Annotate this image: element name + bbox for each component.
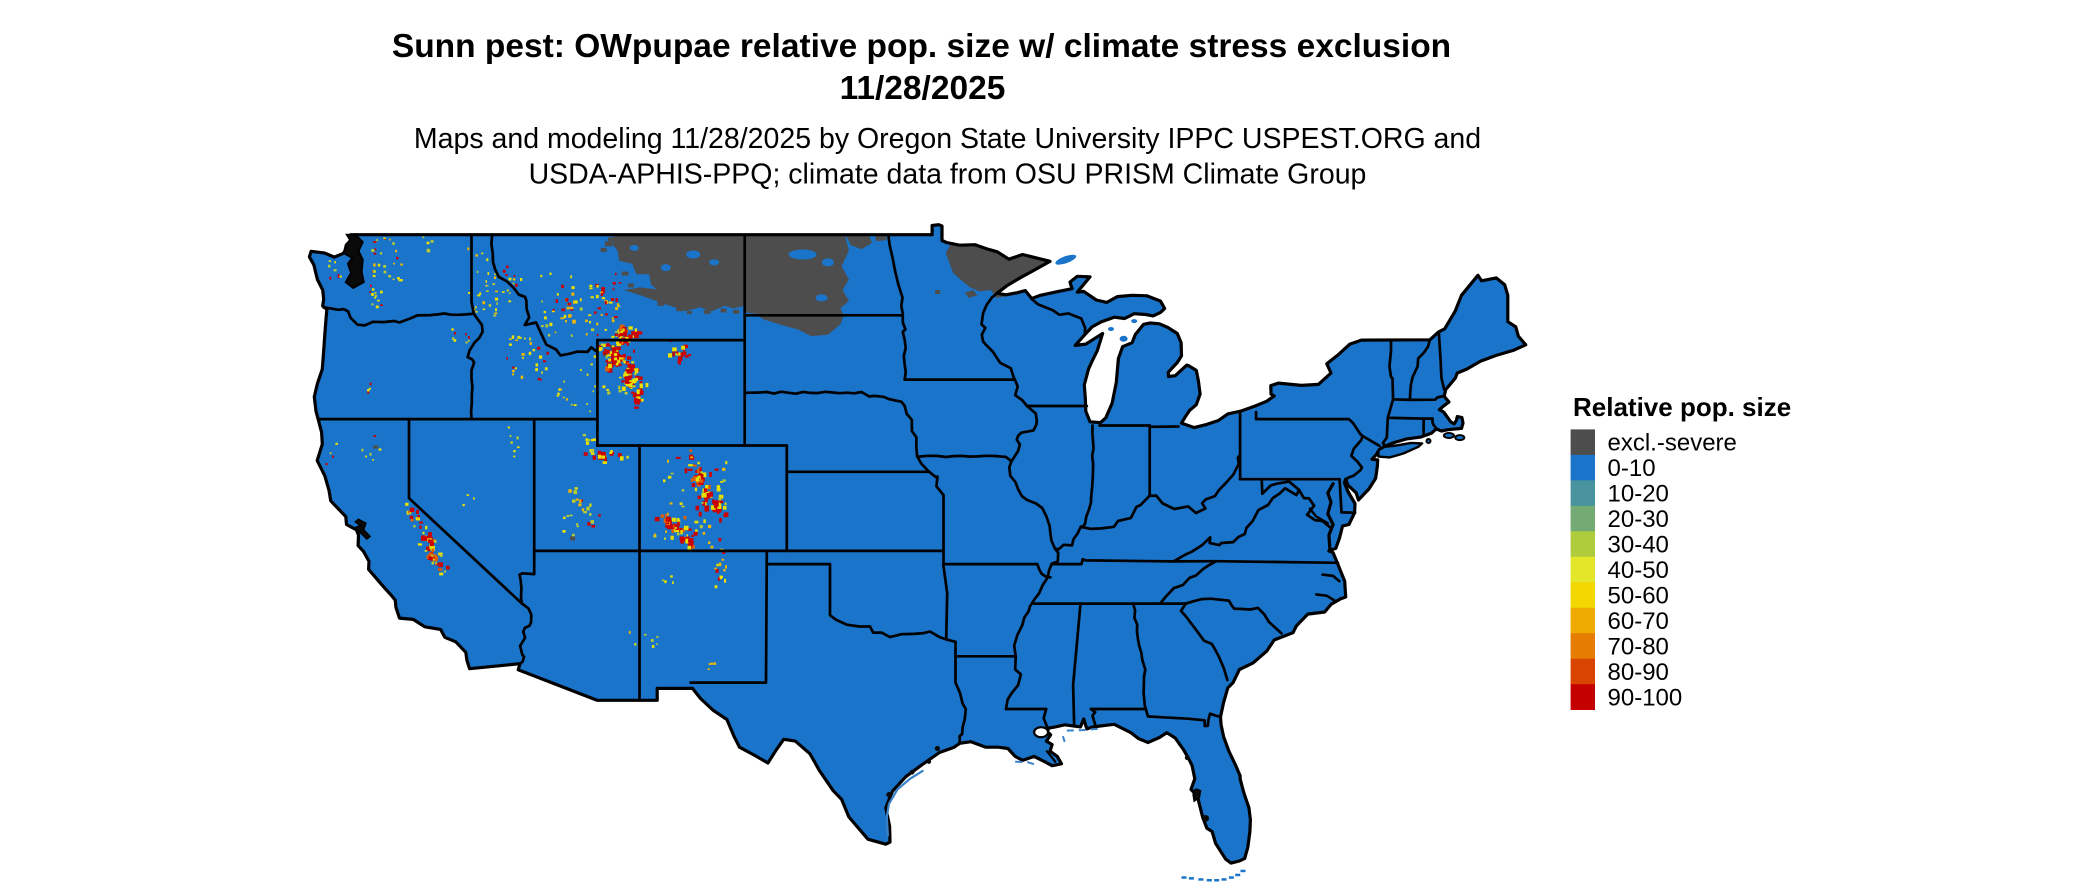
svg-text:excl.-severe: excl.-severe <box>1608 430 1737 457</box>
svg-text:60-70: 60-70 <box>1608 608 1669 635</box>
svg-text:10-20: 10-20 <box>1608 481 1669 508</box>
svg-text:90-100: 90-100 <box>1608 685 1683 712</box>
svg-text:20-30: 20-30 <box>1608 506 1669 533</box>
svg-text:30-40: 30-40 <box>1608 532 1669 559</box>
svg-text:80-90: 80-90 <box>1608 659 1669 686</box>
svg-text:Maps and modeling 11/28/2025 b: Maps and modeling 11/28/2025 by Oregon S… <box>414 123 1481 155</box>
svg-text:USDA-APHIS-PPQ; climate data f: USDA-APHIS-PPQ; climate data from OSU PR… <box>529 159 1367 191</box>
svg-text:Sunn pest: OWpupae relative po: Sunn pest: OWpupae relative pop. size w/… <box>392 28 1451 65</box>
svg-text:40-50: 40-50 <box>1608 557 1669 584</box>
svg-text:11/28/2025: 11/28/2025 <box>840 70 1006 107</box>
svg-text:70-80: 70-80 <box>1608 634 1669 661</box>
svg-text:0-10: 0-10 <box>1608 455 1656 482</box>
svg-text:50-60: 50-60 <box>1608 583 1669 610</box>
svg-text:Relative pop. size: Relative pop. size <box>1573 392 1791 422</box>
